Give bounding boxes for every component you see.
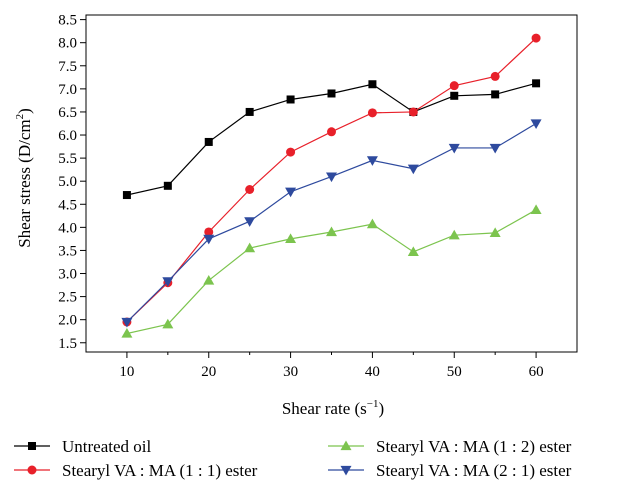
legend-item: Stearyl VA : MA (1 : 2) ester — [328, 437, 572, 456]
x-tick-label: 10 — [119, 364, 134, 380]
data-point — [407, 164, 419, 175]
data-point — [285, 233, 297, 244]
y-tick-label: 6.0 — [58, 128, 77, 144]
data-point — [366, 156, 378, 166]
legend-marker — [27, 465, 37, 475]
legend-label: Stearyl VA : MA (1 : 2) ester — [376, 437, 572, 456]
data-point — [530, 119, 542, 129]
legend: Untreated oil Stearyl VA : MA (1 : 1) est… — [14, 437, 572, 480]
data-point — [326, 226, 337, 237]
legend-item: Stearyl VA : MA (1 : 1) ester — [14, 461, 258, 480]
data-point — [285, 187, 297, 198]
y-tick-label: 7.5 — [58, 59, 77, 75]
legend-label: Untreated oil — [62, 437, 151, 456]
y-tick-label: 3.5 — [58, 243, 77, 259]
y-tick-label: 4.5 — [58, 197, 77, 213]
data-point — [122, 191, 131, 200]
y-tick-label: 3.0 — [58, 267, 77, 283]
data-point — [491, 90, 500, 99]
y-tick-label: 4.0 — [58, 220, 77, 236]
y-tick-label: 7.0 — [58, 82, 77, 98]
y-tick-label: 5.5 — [58, 151, 77, 167]
series-line — [126, 122, 537, 323]
y-axis-title: Shear stress (D/cm2) — [14, 108, 34, 248]
legend-label: Stearyl VA : MA (2 : 1) ester — [376, 461, 572, 480]
legend-label: Stearyl VA : MA (1 : 1) ester — [62, 461, 258, 480]
data-point — [326, 172, 337, 183]
data-point — [286, 95, 295, 104]
y-tick-label: 5.0 — [58, 174, 77, 190]
data-point — [448, 229, 460, 240]
data-point — [532, 79, 541, 88]
data-point — [449, 81, 459, 91]
data-point — [327, 89, 336, 98]
series-3 — [121, 204, 542, 338]
x-tick-label: 60 — [529, 364, 544, 380]
data-point — [407, 246, 419, 256]
data-point — [204, 137, 213, 146]
data-point — [162, 318, 174, 329]
data-point — [327, 127, 336, 137]
legend-marker — [340, 465, 352, 476]
data-point — [530, 204, 542, 214]
data-point — [408, 107, 418, 117]
data-point — [245, 107, 254, 116]
x-tick-label: 40 — [365, 364, 380, 380]
series-layer — [121, 33, 542, 338]
y-tick-label: 2.0 — [58, 313, 77, 329]
legend-item: Untreated oil — [14, 437, 151, 456]
data-point — [450, 91, 459, 100]
data-point — [367, 108, 377, 118]
data-point — [162, 277, 174, 287]
data-point — [121, 317, 133, 328]
data-point — [490, 71, 500, 81]
y-tick-label: 2.5 — [58, 290, 77, 306]
x-tick-label: 20 — [201, 364, 216, 380]
plot-border — [85, 14, 578, 353]
y-tick-label: 1.5 — [58, 336, 77, 352]
data-point — [203, 234, 215, 245]
data-point — [368, 80, 377, 89]
data-point — [121, 328, 133, 338]
y-tick-label: 8.0 — [58, 36, 77, 52]
data-point — [489, 227, 501, 238]
plot-frame — [85, 14, 578, 353]
data-point — [204, 227, 214, 237]
legend-marker — [340, 440, 352, 451]
data-point — [203, 274, 215, 285]
series-4 — [121, 119, 542, 328]
data-point — [245, 185, 255, 195]
data-point — [448, 143, 460, 154]
data-point — [489, 143, 501, 154]
legend-item: Stearyl VA : MA (2 : 1) ester — [328, 461, 572, 480]
data-point — [244, 242, 256, 253]
y-axis: 1.5 2.0 2.5 3.0 3.5 4.0 4.5 5.0 5.5 6.0 6.5 7.0 7.5 8… — [58, 13, 86, 352]
x-axis-title: Shear rate (s−1) — [282, 398, 384, 418]
data-point — [286, 147, 296, 157]
x-axis: 10 20 30 40 50 60 — [119, 352, 544, 380]
data-point — [244, 217, 256, 227]
data-point — [531, 33, 541, 43]
y-tick-label: 6.5 — [58, 105, 77, 121]
y-tick-label: 8.5 — [58, 13, 77, 29]
x-tick-label: 50 — [447, 364, 462, 380]
x-tick-label: 30 — [283, 364, 298, 380]
legend-marker — [28, 442, 36, 450]
data-point — [366, 218, 378, 229]
data-point — [163, 181, 172, 190]
